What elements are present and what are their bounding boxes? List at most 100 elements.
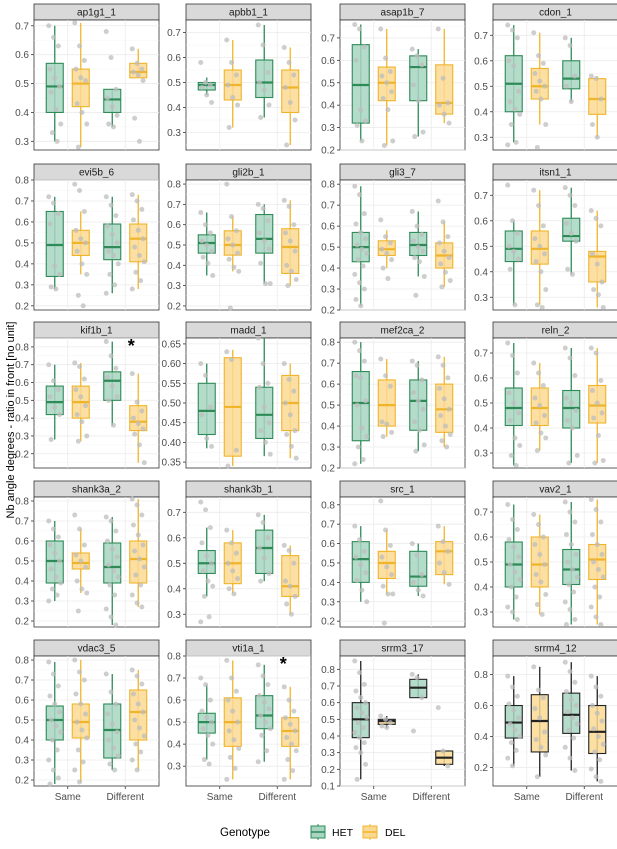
data-point xyxy=(352,461,358,467)
data-point xyxy=(516,715,522,721)
facet-panel-gli2b_1: gli2b_1 0.2 0.3 0.4 0.5 0.6 0.7 0.8 xyxy=(167,163,312,312)
data-point xyxy=(589,251,595,257)
data-point xyxy=(265,70,271,75)
data-point xyxy=(353,554,359,560)
data-point xyxy=(205,260,211,266)
data-point xyxy=(415,587,421,593)
data-point xyxy=(132,244,138,250)
data-point xyxy=(542,729,548,735)
data-point xyxy=(130,691,136,697)
box-same-het xyxy=(197,675,216,767)
data-point xyxy=(536,522,542,527)
box-different-del xyxy=(281,684,300,782)
data-point xyxy=(112,592,118,598)
data-point xyxy=(598,778,604,784)
data-point xyxy=(51,671,57,677)
y-tick-label: 0.5 xyxy=(15,716,29,727)
data-point xyxy=(104,374,110,380)
data-point xyxy=(199,412,205,418)
data-point xyxy=(78,236,84,242)
data-point xyxy=(77,363,83,369)
box-different-het xyxy=(409,541,428,599)
data-point xyxy=(255,335,261,341)
data-point xyxy=(574,721,580,727)
legend-label-del: DEL xyxy=(385,827,406,839)
data-point xyxy=(380,583,386,589)
data-point xyxy=(385,276,391,282)
facet-panel-asap1b_7: asap1b_7 0.2 0.3 0.4 0.5 0.6 0.7 xyxy=(321,3,466,157)
data-point xyxy=(136,252,142,258)
box-different-del xyxy=(281,542,300,617)
data-point xyxy=(207,230,213,236)
data-point xyxy=(359,425,365,431)
data-point xyxy=(84,590,90,596)
box-same-het xyxy=(197,499,216,625)
data-point xyxy=(291,560,297,566)
data-point xyxy=(51,34,57,40)
data-point xyxy=(134,767,140,773)
data-point xyxy=(77,669,83,675)
data-point xyxy=(80,303,86,309)
data-point xyxy=(534,774,540,780)
data-point xyxy=(378,217,384,223)
data-point xyxy=(57,709,63,715)
data-point xyxy=(225,463,231,469)
y-tick-label: 0.6 xyxy=(321,56,335,67)
y-axis-label: Nb angle degrees - ratio in front [no un… xyxy=(5,322,17,519)
box-iqr xyxy=(504,230,523,263)
data-point xyxy=(416,427,422,433)
data-point xyxy=(359,710,365,716)
data-point xyxy=(358,750,364,756)
data-point xyxy=(209,719,215,725)
data-point xyxy=(387,383,393,389)
data-point xyxy=(361,681,367,687)
data-point xyxy=(48,717,54,723)
data-point xyxy=(73,691,79,697)
data-point xyxy=(536,370,542,376)
data-point xyxy=(136,138,142,144)
data-point xyxy=(79,727,85,733)
data-point xyxy=(55,775,61,781)
data-point xyxy=(106,121,112,127)
y-tick-label: 0.7 xyxy=(15,196,29,207)
y-tick-label: 0.3 xyxy=(321,123,335,134)
data-point xyxy=(74,578,80,584)
y-tick-label: 0.6 xyxy=(321,698,335,709)
box-iqr xyxy=(255,213,274,254)
data-point xyxy=(354,776,360,782)
data-point xyxy=(256,384,262,390)
data-point xyxy=(207,404,213,410)
data-point xyxy=(229,540,235,546)
data-point xyxy=(134,399,140,405)
data-point xyxy=(507,266,513,272)
box-same-del xyxy=(223,181,242,311)
data-point xyxy=(389,429,395,435)
data-point xyxy=(132,115,138,121)
data-point xyxy=(258,578,264,584)
data-point xyxy=(233,688,239,694)
data-point xyxy=(435,705,441,711)
data-point xyxy=(563,395,569,401)
data-point xyxy=(414,53,420,59)
data-point xyxy=(114,240,120,246)
data-point xyxy=(140,78,146,84)
box-same-het xyxy=(504,182,523,308)
data-point xyxy=(136,442,142,448)
data-point xyxy=(517,733,523,739)
data-point xyxy=(592,584,598,590)
data-point xyxy=(409,358,415,364)
data-point xyxy=(230,708,236,714)
box-iqr xyxy=(45,62,64,113)
data-point xyxy=(384,80,390,86)
data-point xyxy=(563,532,569,537)
data-point xyxy=(210,741,216,747)
data-point xyxy=(204,92,210,98)
data-point xyxy=(138,749,144,755)
data-point xyxy=(531,360,537,366)
box-different-het xyxy=(562,659,581,774)
data-point xyxy=(84,433,90,439)
data-point xyxy=(363,700,369,706)
data-point xyxy=(209,248,215,254)
data-point xyxy=(568,542,574,547)
data-point xyxy=(255,662,261,668)
